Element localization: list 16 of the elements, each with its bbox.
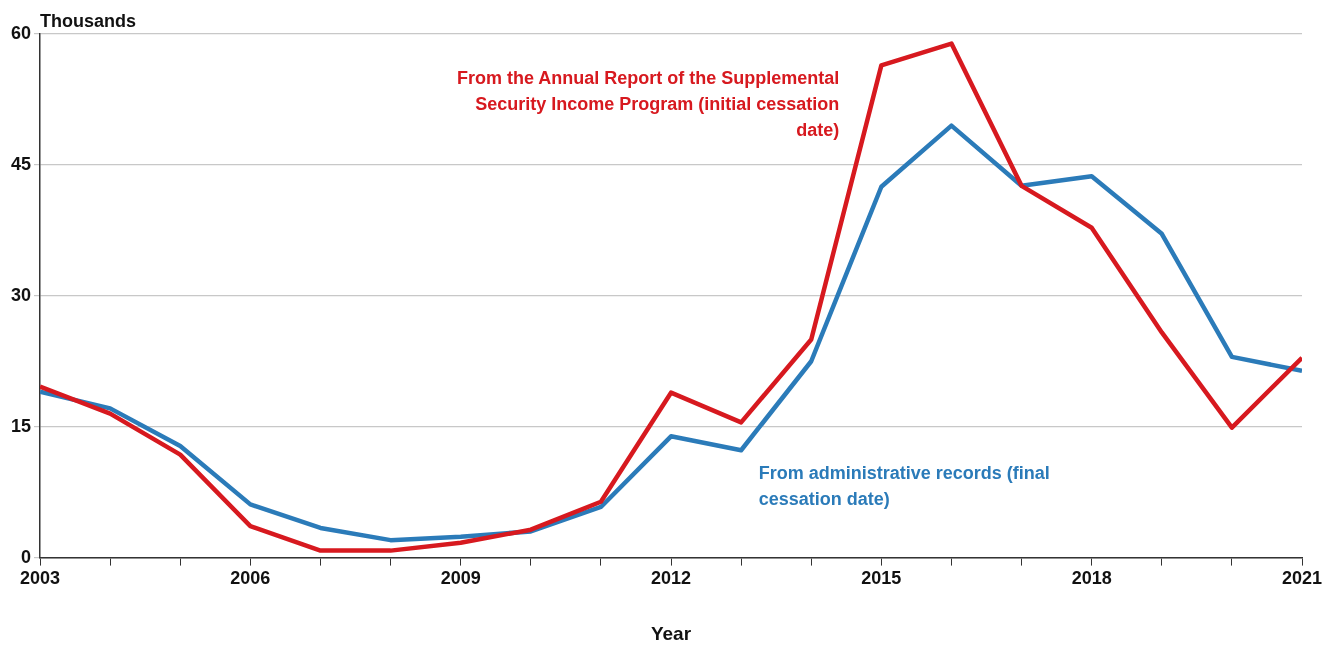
x-tick-label: 2018 <box>1071 568 1112 589</box>
x-tick-label: 2021 <box>1281 568 1323 589</box>
y-axis-title: Thousands <box>40 10 137 33</box>
y-tick-label: 60 <box>10 22 32 43</box>
x-axis-title: Year <box>650 622 692 644</box>
y-tick-label: 15 <box>10 415 32 436</box>
x-tick-label: 2015 <box>861 568 902 589</box>
x-tick-label: 2006 <box>230 568 271 589</box>
y-tick-label: 30 <box>10 284 32 305</box>
series-label: From the Annual Report of the Supplemental Security Income Program (initial cessation date) <box>455 66 840 142</box>
series-label: From administrative records (final cessation date) <box>758 461 1051 511</box>
y-tick-label: 0 <box>21 546 32 567</box>
x-tick-label: 2003 <box>20 568 61 589</box>
y-tick-label: 45 <box>10 153 32 174</box>
x-tick-label: 2012 <box>650 568 692 589</box>
x-tick-label: 2009 <box>440 568 481 589</box>
